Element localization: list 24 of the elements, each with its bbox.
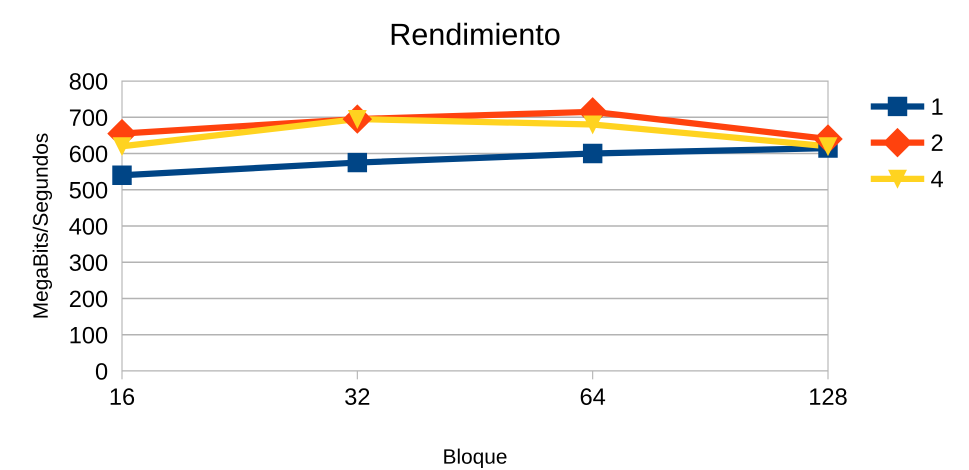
point [348, 152, 368, 172]
point [112, 166, 132, 185]
legend-label: 2 [932, 134, 942, 151]
y-tick-label: 300 [70, 254, 108, 272]
y-tick-label: 200 [70, 290, 108, 308]
x-tick-label: 32 [345, 388, 370, 406]
y-tick-label: 100 [70, 326, 108, 344]
y-tick-label: 500 [70, 182, 108, 199]
chart-title: Rendimiento [392, 22, 560, 46]
point [112, 137, 132, 156]
y-tick-label: 0 [96, 363, 108, 380]
y-tick-label: 400 [69, 218, 108, 235]
legend-label: 1 [932, 98, 943, 115]
y-axis-title: MegaBits/Segundos [32, 134, 52, 318]
y-tick-label: 800 [70, 73, 108, 90]
legend-label: 4 [931, 170, 943, 188]
x-tick-label: 64 [580, 388, 606, 406]
x-axis-title: Bloque [444, 448, 507, 468]
x-tick-label: 16 [110, 388, 134, 406]
y-tick-label: 600 [70, 146, 108, 162]
x-tick-label: 128 [810, 388, 847, 406]
y-tick-label: 700 [70, 109, 108, 126]
point [584, 115, 602, 134]
point [582, 144, 602, 164]
